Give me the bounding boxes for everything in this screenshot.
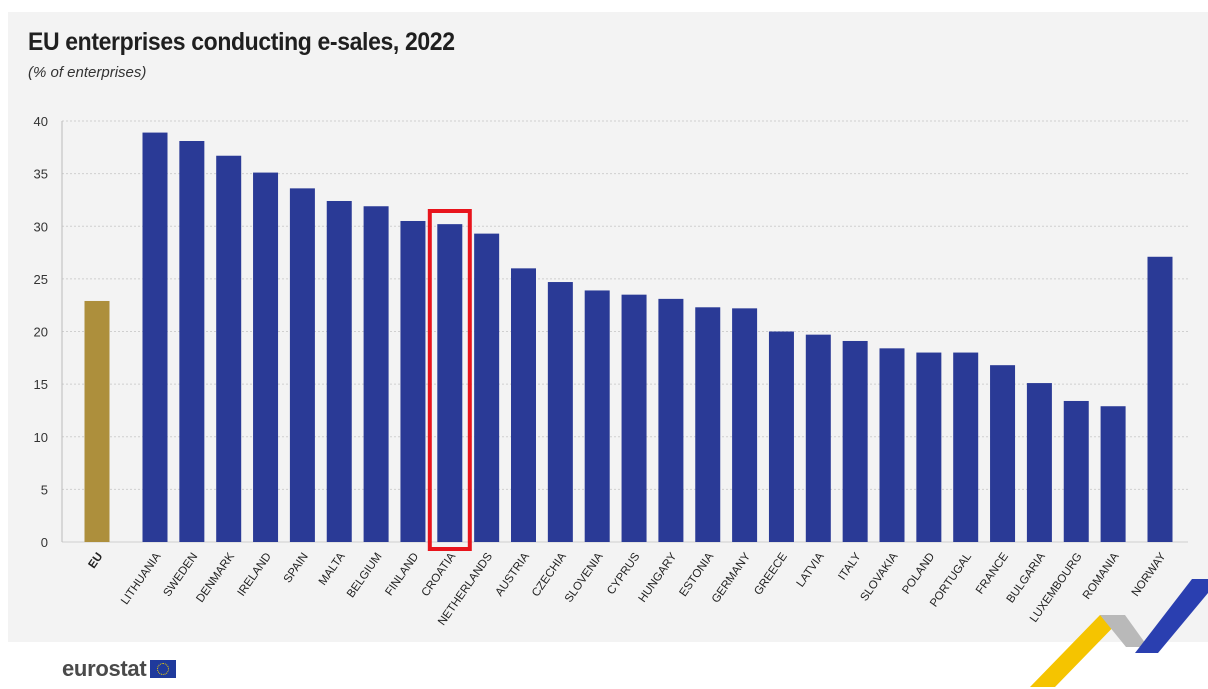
decorative-corner-graphic [1030, 579, 1208, 687]
x-tick-label: SLOVAKIA [858, 551, 900, 604]
bar [1026, 383, 1052, 542]
bar [474, 233, 500, 542]
x-tick-label: IRELAND [236, 551, 274, 599]
y-tick-label: 0 [41, 535, 48, 550]
x-tick-label: CROATIA [420, 551, 459, 599]
bar [253, 172, 279, 542]
y-tick-label: 20 [34, 325, 48, 340]
highlight-box [427, 209, 472, 551]
y-tick-label: 25 [34, 272, 48, 287]
bar [400, 220, 426, 543]
bar [216, 155, 242, 543]
x-tick-label: HUNGARY [637, 551, 680, 605]
bar [1100, 406, 1126, 542]
x-tick-label: SWEDEN [162, 551, 201, 599]
bar [289, 188, 315, 543]
x-tick-label: POLAND [900, 551, 937, 597]
eu-flag-icon [150, 660, 177, 678]
x-tick-label: FRANCE [974, 551, 1011, 597]
bar [326, 200, 352, 543]
x-tick-label: CZECHIA [530, 551, 569, 599]
x-tick-label: BELGIUM [345, 551, 385, 600]
x-tick-label: CYPRUS [605, 551, 643, 597]
x-tick-label: EU [86, 551, 105, 571]
y-tick-label: 30 [34, 219, 48, 234]
bar [179, 140, 205, 542]
x-tick-label: LATVIA [795, 551, 827, 590]
logo-text: eurostat [62, 656, 147, 681]
bar [547, 282, 573, 542]
y-tick-label: 35 [34, 167, 48, 182]
x-tick-label: ESTONIA [678, 551, 717, 599]
bar [695, 307, 721, 542]
chart-title: EU enterprises conducting e-sales, 2022 [28, 28, 455, 56]
bar [84, 300, 110, 542]
x-tick-label: SLOVENIA [563, 551, 606, 605]
eurostat-logo: eurostat [62, 656, 177, 682]
bar [879, 348, 905, 542]
bar [142, 132, 168, 542]
bar [842, 340, 868, 542]
x-tick-label: AUSTRIA [494, 551, 533, 599]
x-tick-label: LITHUANIA [119, 551, 163, 607]
y-tick-label: 15 [34, 377, 48, 392]
bar [658, 298, 684, 542]
x-tick-label: SPAIN [282, 551, 311, 585]
bar [584, 290, 610, 542]
x-tick-label: DENMARK [194, 551, 237, 605]
bar [990, 365, 1016, 542]
bar [1147, 256, 1173, 542]
x-tick-label: FINLAND [383, 551, 421, 598]
bar [953, 352, 979, 542]
x-tick-label: GREECE [752, 551, 790, 598]
bar [732, 308, 758, 542]
bar [363, 206, 389, 542]
x-tick-label: MALTA [317, 551, 348, 588]
bar [437, 224, 463, 542]
bar [511, 268, 536, 542]
y-tick-label: 40 [34, 114, 48, 129]
y-tick-label: 5 [41, 482, 48, 497]
x-tick-label: ITALY [836, 551, 863, 583]
bar [805, 334, 831, 542]
bar [768, 331, 794, 542]
chart-subtitle: (% of enterprises) [28, 64, 147, 81]
bar [1063, 400, 1089, 542]
bar [621, 294, 647, 542]
bar [916, 352, 942, 542]
y-tick-label: 10 [34, 430, 48, 445]
x-tick-label: GERMANY [710, 551, 753, 606]
